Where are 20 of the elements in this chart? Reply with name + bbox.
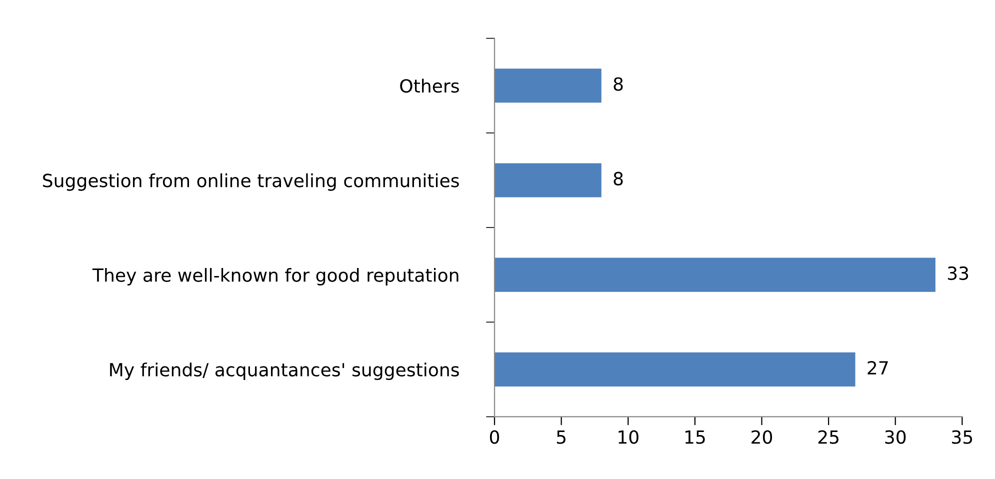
- data-label: 33: [948, 266, 968, 280]
- x-tick-label: 5: [556, 430, 566, 444]
- data-label: 8: [614, 77, 623, 91]
- y-tick-label: My friends/ acquantances' suggestions: [110, 362, 459, 380]
- data-label: 27: [868, 361, 888, 374]
- y-tick-label: Suggestion from online traveling communities: [43, 173, 459, 191]
- bar: [494, 258, 936, 292]
- bar: [494, 352, 856, 386]
- y-tick-label: They are well-known for good reputation: [92, 268, 458, 286]
- x-tick-label: 20: [752, 430, 772, 444]
- bar: [494, 68, 602, 103]
- x-tick-label: 35: [952, 430, 972, 444]
- x-tick-label: 25: [818, 430, 838, 444]
- x-tick-label: 30: [885, 430, 906, 444]
- x-tick-label: 0: [490, 430, 500, 444]
- x-tick-label: 10: [618, 430, 638, 444]
- bar: [494, 163, 602, 198]
- x-tick-label: 15: [685, 430, 705, 444]
- y-tick-label: Others: [400, 78, 459, 93]
- data-label: 8: [614, 172, 623, 186]
